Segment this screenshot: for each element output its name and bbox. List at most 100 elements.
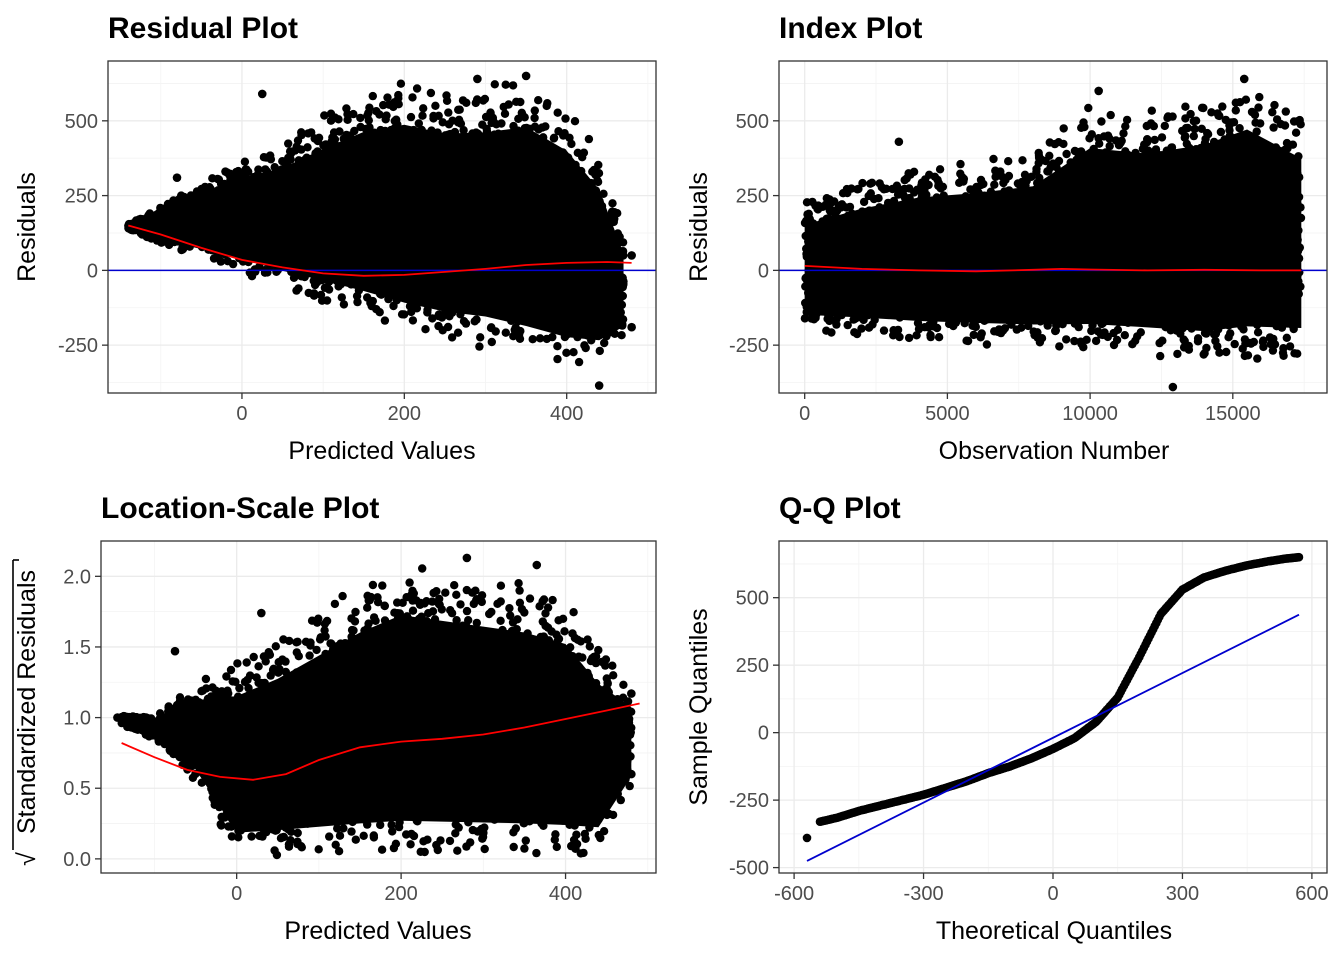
- data-point: [1121, 254, 1131, 263]
- data-point: [1293, 349, 1302, 358]
- data-point: [469, 217, 478, 226]
- data-point: [290, 184, 299, 194]
- data-point: [1288, 241, 1298, 251]
- data-point: [476, 277, 485, 286]
- data-point: [364, 116, 373, 125]
- data-point: [1021, 181, 1030, 190]
- data-point: [452, 285, 462, 295]
- data-point: [430, 191, 439, 200]
- data-point: [589, 241, 599, 250]
- data-point: [879, 307, 889, 316]
- data-point: [1052, 163, 1061, 172]
- data-point: [847, 282, 856, 291]
- data-point: [843, 320, 852, 330]
- data-point: [1200, 160, 1209, 170]
- data-point: [482, 144, 491, 153]
- data-point: [1044, 251, 1053, 261]
- data-point: [1051, 196, 1060, 205]
- data-point: [1279, 243, 1289, 252]
- data-point: [511, 166, 520, 176]
- data-point: [360, 204, 369, 213]
- data-point: [385, 208, 394, 217]
- data-point: [492, 243, 501, 253]
- data-point: [595, 346, 604, 356]
- data-point: [1281, 107, 1291, 116]
- data-point: [1020, 251, 1029, 260]
- data-point: [1175, 322, 1185, 331]
- data-point: [456, 310, 465, 319]
- data-point: [487, 307, 496, 317]
- data-point: [991, 249, 1000, 258]
- data-point: [1289, 117, 1299, 126]
- outlier-point: [521, 71, 531, 81]
- data-point: [401, 292, 410, 301]
- data-point: [290, 146, 300, 155]
- data-point: [996, 219, 1005, 228]
- data-point: [967, 257, 977, 267]
- panel-title: Index Plot: [779, 12, 922, 45]
- data-point: [1243, 290, 1253, 299]
- data-point: [197, 184, 206, 194]
- data-point: [974, 271, 984, 281]
- data-point: [337, 169, 346, 178]
- data-point: [1197, 252, 1207, 262]
- data-point: [523, 308, 533, 318]
- data-point: [1206, 296, 1215, 305]
- data-point: [1282, 211, 1291, 220]
- data-point: [1254, 214, 1264, 224]
- data-point: [1216, 127, 1226, 137]
- data-point: [422, 183, 431, 192]
- data-point: [221, 204, 230, 213]
- data-point: [565, 283, 575, 292]
- data-point: [1265, 202, 1275, 211]
- data-point: [1261, 155, 1271, 164]
- data-point: [1270, 340, 1280, 349]
- data-point: [800, 314, 810, 323]
- data-point: [1235, 124, 1244, 133]
- data-point: [1093, 220, 1103, 229]
- data-point: [1107, 259, 1117, 269]
- data-point: [960, 319, 969, 328]
- data-point: [615, 302, 624, 311]
- data-point: [393, 267, 402, 276]
- data-point: [1252, 127, 1261, 136]
- data-point: [450, 243, 459, 252]
- data-point: [518, 236, 528, 245]
- data-point: [211, 197, 221, 206]
- data-point: [1294, 277, 1303, 286]
- data-point: [259, 212, 268, 221]
- data-point: [1279, 344, 1288, 353]
- data-point: [388, 260, 397, 269]
- data-point: [539, 133, 548, 142]
- data-point: [543, 141, 552, 150]
- data-point: [1266, 217, 1275, 226]
- data-point: [836, 291, 845, 301]
- data-point: [1142, 201, 1151, 210]
- data-point: [352, 245, 362, 254]
- data-point: [546, 286, 555, 296]
- data-point: [609, 211, 619, 220]
- data-point: [1112, 335, 1122, 345]
- data-point: [473, 95, 482, 104]
- data-point: [1123, 318, 1133, 327]
- data-point: [1070, 336, 1079, 346]
- data-point: [1072, 229, 1081, 238]
- data-point: [545, 305, 554, 315]
- outlier-point: [594, 381, 604, 390]
- data-point: [1059, 280, 1068, 290]
- data-point: [619, 251, 628, 260]
- data-point: [1105, 141, 1114, 151]
- data-point: [344, 135, 353, 144]
- data-point: [462, 183, 471, 192]
- data-point: [899, 237, 908, 247]
- data-point: [1246, 137, 1255, 146]
- y-tick-label: 500: [65, 111, 98, 133]
- data-point: [1109, 156, 1118, 165]
- x-tick-label: 200: [388, 403, 421, 425]
- data-point: [518, 224, 527, 233]
- data-point: [420, 231, 429, 240]
- data-point: [1100, 158, 1109, 167]
- data-point: [921, 210, 930, 219]
- data-point: [386, 125, 396, 135]
- data-point: [1101, 222, 1110, 231]
